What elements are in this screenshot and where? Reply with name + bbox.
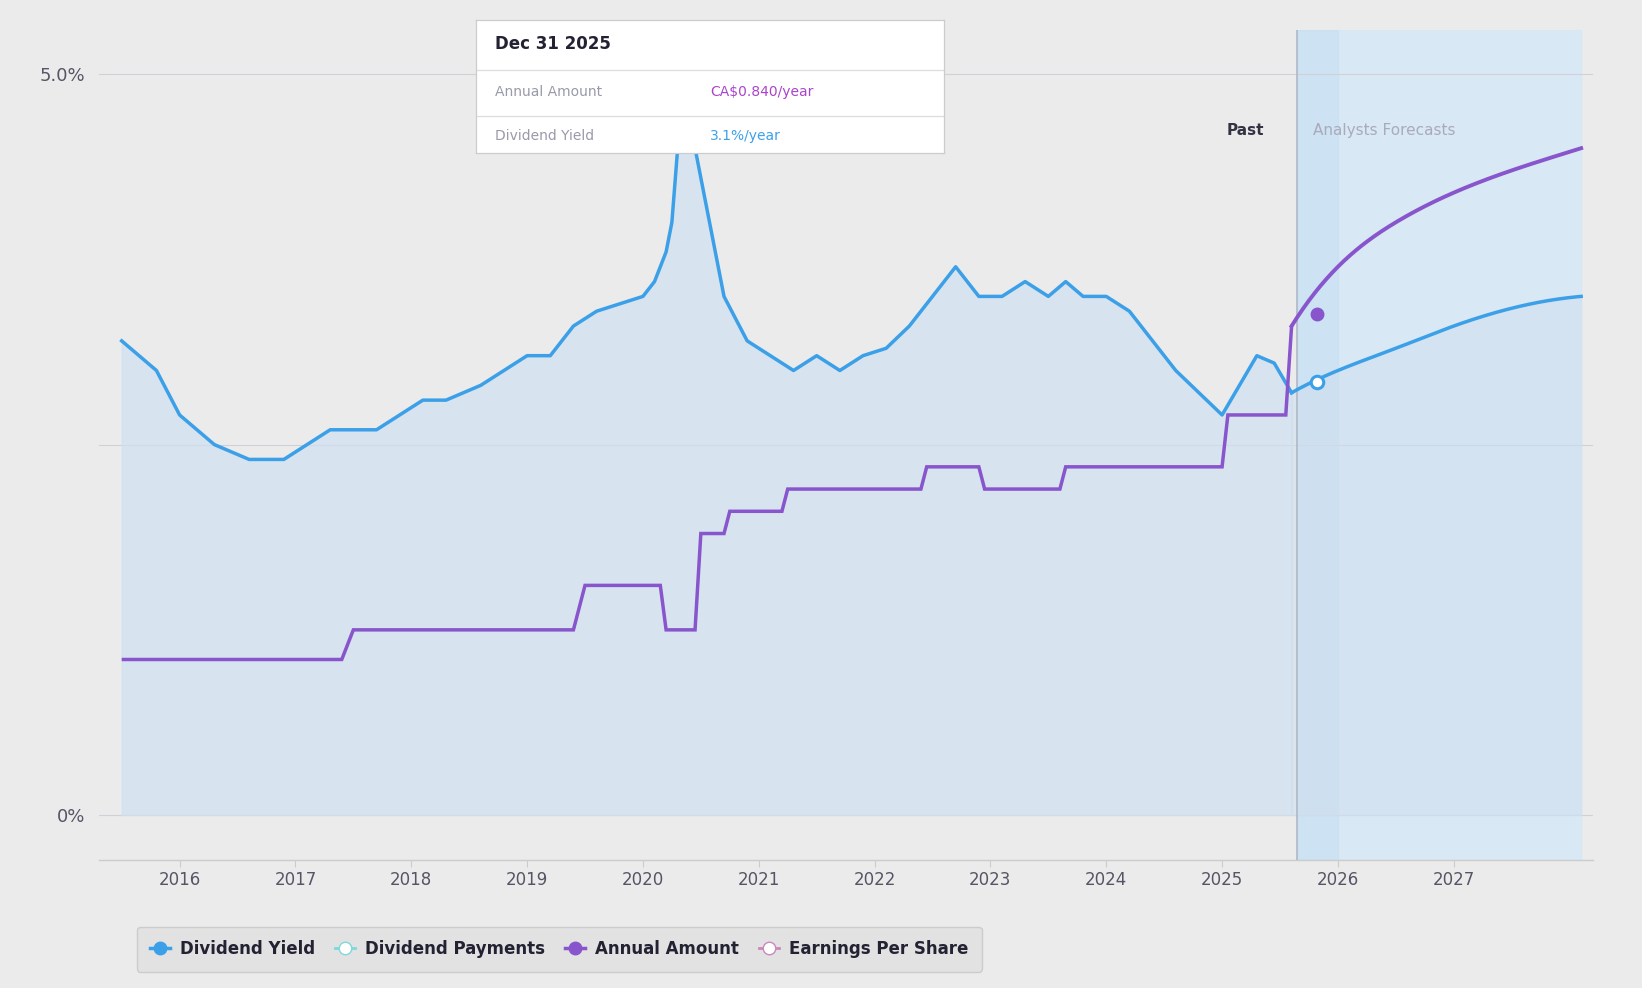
Text: 3.1%/year: 3.1%/year [711, 128, 782, 143]
Text: Dividend Yield: Dividend Yield [494, 128, 594, 143]
Text: Analysts Forecasts: Analysts Forecasts [1314, 123, 1455, 138]
Text: Annual Amount: Annual Amount [494, 85, 603, 99]
Text: Past: Past [1227, 123, 1264, 138]
Bar [1297, 30, 1581, 860]
Text: Dec 31 2025: Dec 31 2025 [494, 35, 611, 52]
Text: CA$0.840/year: CA$0.840/year [711, 85, 813, 99]
Bar [1297, 30, 1338, 860]
Legend: Dividend Yield, Dividend Payments, Annual Amount, Earnings Per Share: Dividend Yield, Dividend Payments, Annua… [136, 927, 982, 971]
